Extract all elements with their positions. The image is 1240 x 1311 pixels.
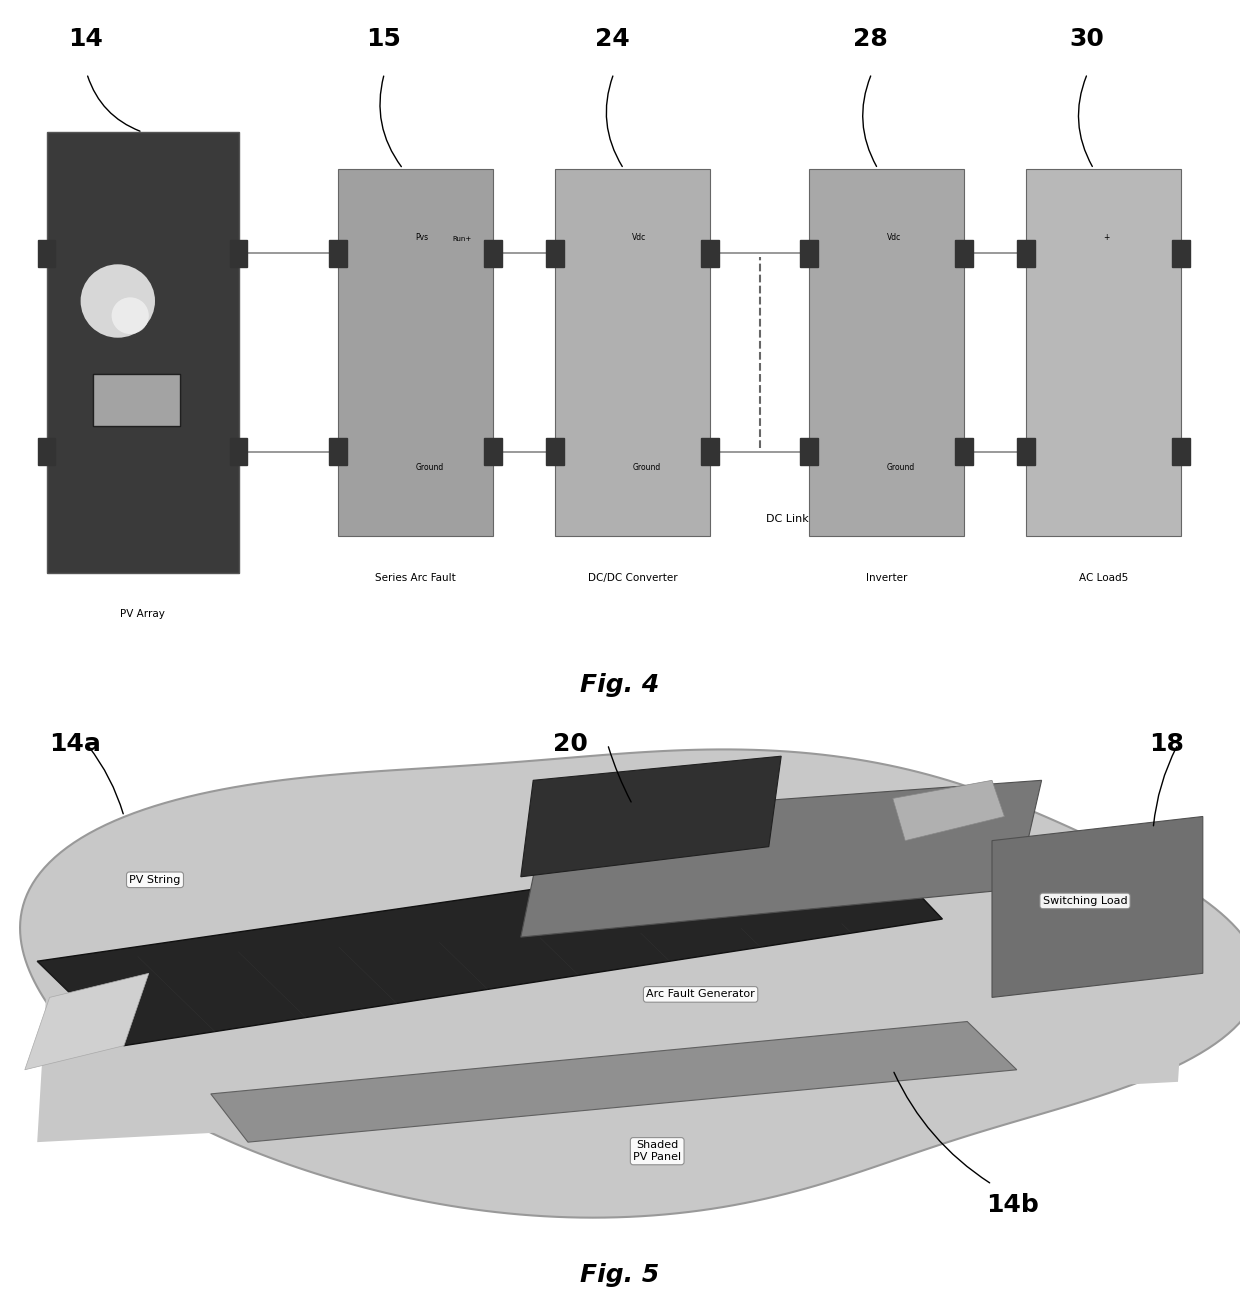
Ellipse shape <box>112 298 149 334</box>
Text: 14: 14 <box>68 28 103 51</box>
Text: PV Array: PV Array <box>120 610 165 619</box>
Bar <box>1017 438 1034 464</box>
Text: DC Link: DC Link <box>766 514 808 524</box>
Bar <box>330 240 347 266</box>
FancyBboxPatch shape <box>808 169 965 536</box>
Polygon shape <box>20 750 1240 1218</box>
Text: PV String: PV String <box>129 874 181 885</box>
Bar <box>231 240 248 266</box>
Text: 14a: 14a <box>50 732 102 756</box>
Text: Series Arc Fault: Series Arc Fault <box>374 573 456 582</box>
Text: Arc Fault Generator: Arc Fault Generator <box>646 990 755 999</box>
Text: 15: 15 <box>366 28 401 51</box>
Bar <box>955 438 972 464</box>
Text: Inverter: Inverter <box>866 573 908 582</box>
Text: 18: 18 <box>1149 732 1184 756</box>
Text: Vdc: Vdc <box>887 233 900 243</box>
Polygon shape <box>521 756 781 877</box>
Text: Vdc: Vdc <box>632 233 646 243</box>
Text: AC Load5: AC Load5 <box>1079 573 1128 582</box>
Text: DC/DC Converter: DC/DC Converter <box>588 573 677 582</box>
Bar <box>484 438 501 464</box>
Bar <box>484 240 501 266</box>
Text: Fig. 4: Fig. 4 <box>580 674 660 697</box>
Text: +: + <box>1104 233 1110 243</box>
Bar <box>231 438 248 464</box>
FancyBboxPatch shape <box>556 169 709 536</box>
FancyBboxPatch shape <box>93 375 180 426</box>
Ellipse shape <box>81 265 155 338</box>
FancyBboxPatch shape <box>1025 169 1180 536</box>
Text: Ground: Ground <box>415 463 444 472</box>
FancyBboxPatch shape <box>47 132 238 573</box>
Bar <box>38 240 56 266</box>
Bar <box>801 438 818 464</box>
Bar <box>1173 438 1190 464</box>
Polygon shape <box>37 889 1190 1142</box>
Polygon shape <box>25 973 149 1070</box>
Polygon shape <box>211 1021 1017 1142</box>
Text: Ground: Ground <box>887 463 915 472</box>
Bar <box>38 438 56 464</box>
Text: Switching Load: Switching Load <box>1043 895 1127 906</box>
Text: Pvs: Pvs <box>415 233 429 243</box>
Text: Run+: Run+ <box>453 236 472 243</box>
Bar <box>546 240 563 266</box>
Bar <box>330 438 347 464</box>
FancyBboxPatch shape <box>337 169 494 536</box>
Text: 24: 24 <box>595 28 630 51</box>
Polygon shape <box>521 780 1042 937</box>
Bar <box>1173 240 1190 266</box>
Text: 30: 30 <box>1069 28 1104 51</box>
Bar <box>1017 240 1034 266</box>
Bar <box>546 438 563 464</box>
Polygon shape <box>992 817 1203 998</box>
Text: Shaded
PV Panel: Shaded PV Panel <box>634 1141 681 1162</box>
Polygon shape <box>893 780 1004 840</box>
Bar <box>702 438 719 464</box>
Text: Ground: Ground <box>632 463 661 472</box>
Text: 28: 28 <box>853 28 888 51</box>
Text: 20: 20 <box>553 732 588 756</box>
Text: 14b: 14b <box>986 1193 1039 1218</box>
Polygon shape <box>37 840 942 1046</box>
Bar <box>702 240 719 266</box>
Bar <box>801 240 818 266</box>
Bar <box>955 240 972 266</box>
Text: Fig. 5: Fig. 5 <box>580 1262 660 1287</box>
